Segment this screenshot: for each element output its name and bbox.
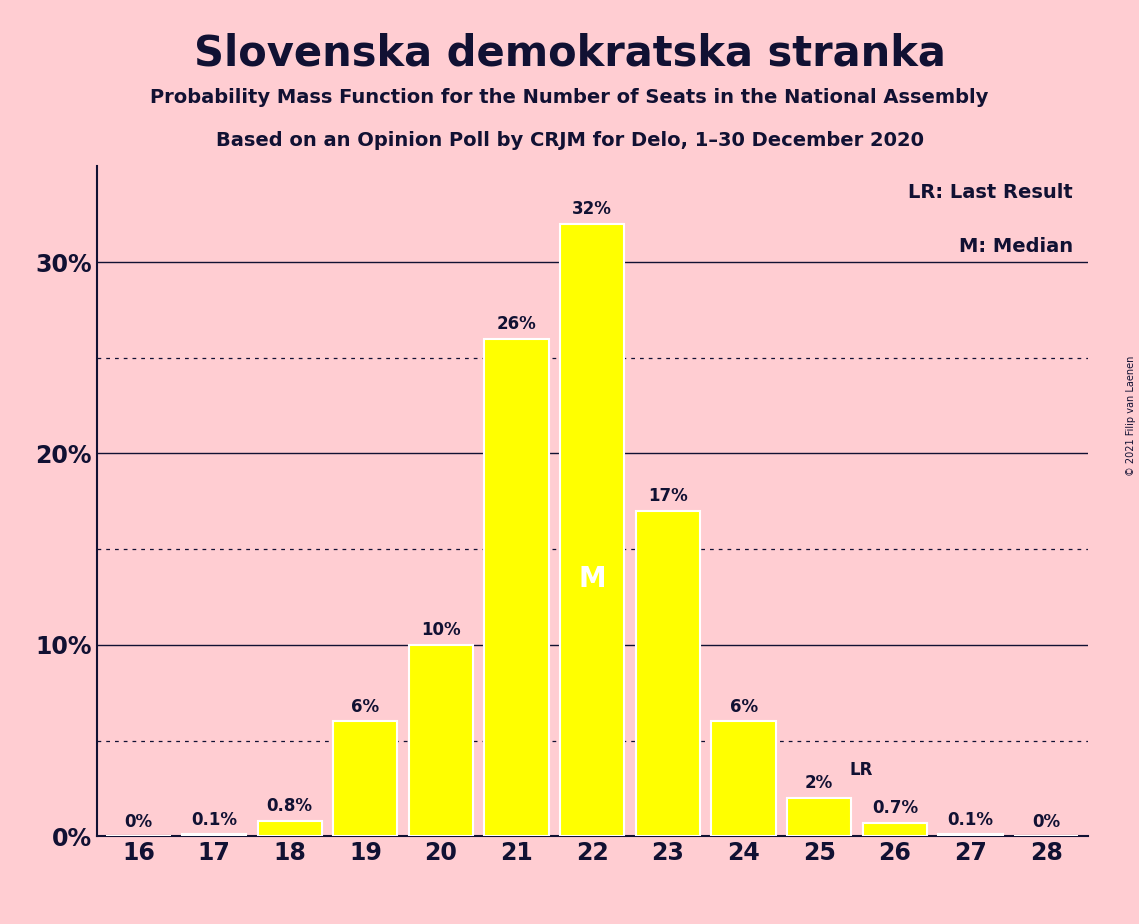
Text: Probability Mass Function for the Number of Seats in the National Assembly: Probability Mass Function for the Number… (150, 88, 989, 107)
Text: 26%: 26% (497, 315, 536, 333)
Text: LR: Last Result: LR: Last Result (908, 183, 1073, 202)
Text: M: M (579, 565, 606, 593)
Text: 6%: 6% (729, 698, 757, 716)
Bar (636, 511, 700, 836)
Text: Based on an Opinion Poll by CRJM for Delo, 1–30 December 2020: Based on an Opinion Poll by CRJM for Del… (215, 131, 924, 151)
Bar (862, 823, 927, 836)
Bar (560, 224, 624, 836)
Bar (257, 821, 322, 836)
Bar (484, 338, 549, 836)
Text: M: Median: M: Median (959, 237, 1073, 256)
Bar (787, 798, 851, 836)
Text: 32%: 32% (572, 200, 613, 218)
Text: © 2021 Filip van Laenen: © 2021 Filip van Laenen (1126, 356, 1136, 476)
Text: 0.8%: 0.8% (267, 797, 313, 815)
Text: LR: LR (850, 760, 872, 779)
Text: 6%: 6% (351, 698, 379, 716)
Text: 0.1%: 0.1% (191, 810, 237, 829)
Bar (409, 645, 473, 836)
Text: 0%: 0% (1032, 813, 1060, 832)
Bar (712, 722, 776, 836)
Bar (939, 834, 1002, 836)
Text: 2%: 2% (805, 774, 834, 792)
Text: Slovenska demokratska stranka: Slovenska demokratska stranka (194, 32, 945, 74)
Text: 10%: 10% (421, 621, 461, 639)
Text: 17%: 17% (648, 487, 688, 505)
Text: 0.1%: 0.1% (948, 810, 993, 829)
Text: 0.7%: 0.7% (871, 799, 918, 817)
Bar (334, 722, 398, 836)
Bar (182, 834, 246, 836)
Text: 0%: 0% (124, 813, 153, 832)
